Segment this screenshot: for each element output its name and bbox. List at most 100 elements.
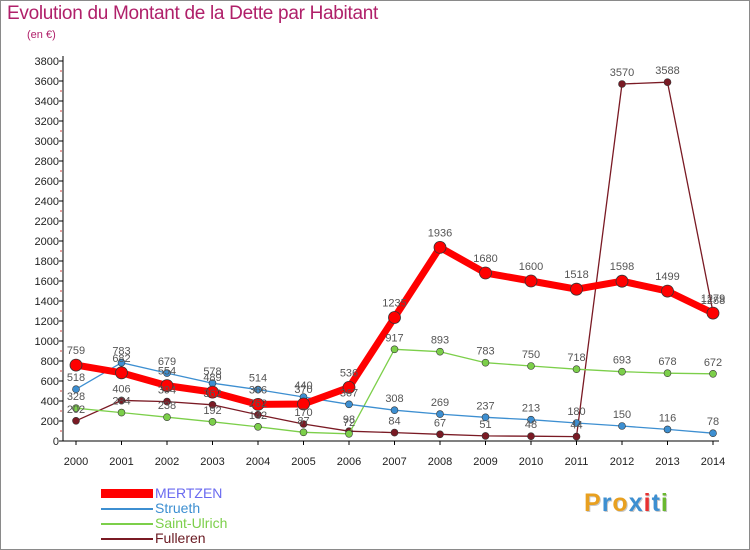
data-label-mertzen: 489 (203, 372, 221, 384)
data-point-strueth (618, 422, 626, 430)
x-tick-label: 2001 (109, 456, 133, 468)
y-tick-label: 400 (41, 396, 59, 408)
data-point-strueth (663, 425, 672, 434)
legend-item-strueth: Strueth (101, 501, 301, 516)
data-label-fulleren: 48 (525, 419, 537, 431)
data-point-strueth (572, 419, 581, 427)
data-point-fulleren (117, 396, 126, 405)
data-point-mertzen (433, 240, 447, 254)
legend-item-saint-ulrich: Saint-Ulrich (101, 516, 301, 531)
legend-swatch-fulleren (101, 538, 153, 540)
data-label-fulleren: 362 (203, 388, 221, 400)
x-tick-label: 2002 (155, 456, 179, 468)
logo-letter: i (660, 489, 669, 517)
data-label-mertzen: 759 (67, 345, 85, 357)
data-label-saint-ulrich: 718 (567, 352, 585, 364)
data-label-strueth: 78 (707, 416, 719, 428)
x-tick-label: 2007 (382, 456, 406, 468)
data-label-strueth: 116 (659, 412, 677, 424)
series-saint-ulrich (72, 345, 717, 438)
legend-item-fulleren: Fulleren (101, 531, 301, 546)
x-tick-label: 2012 (610, 456, 634, 468)
x-tick-label: 2005 (291, 456, 315, 468)
logo-letter: r (601, 489, 613, 517)
y-tick-label: 3600 (35, 76, 59, 88)
legend-label-fulleren: Fulleren (155, 530, 206, 546)
data-label-mertzen: 554 (158, 366, 176, 378)
legend-swatch-saint-ulrich (101, 523, 153, 525)
data-point-saint-ulrich (572, 365, 581, 374)
y-tick-label: 3200 (35, 116, 59, 128)
data-label-saint-ulrich: 328 (67, 391, 85, 403)
data-point-mertzen (69, 358, 83, 372)
y-tick-label: 200 (41, 416, 59, 428)
data-label-strueth: 514 (249, 373, 267, 385)
data-point-mertzen (160, 379, 174, 393)
data-label-mertzen: 682 (112, 353, 130, 365)
data-point-fulleren (663, 78, 672, 86)
y-tick-label: 1000 (35, 336, 59, 348)
data-point-strueth (72, 385, 80, 394)
data-point-saint-ulrich (299, 428, 308, 437)
data-label-mertzen: 1936 (428, 227, 452, 239)
data-point-fulleren (163, 397, 171, 406)
data-label-fulleren: 406 (112, 383, 130, 395)
data-label-saint-ulrich: 917 (385, 332, 403, 344)
data-point-mertzen (342, 380, 356, 394)
chart-subtitle: (en €) (27, 29, 56, 41)
legend-label-saint-ulrich: Saint-Ulrich (155, 515, 228, 531)
legend-label-mertzen: MERTZEN (155, 485, 223, 501)
x-tick-label: 2003 (200, 456, 224, 468)
data-point-mertzen (479, 266, 492, 280)
data-label-strueth: 367 (340, 387, 358, 399)
y-tick-label: 1600 (35, 276, 59, 288)
data-label-saint-ulrich: 238 (158, 400, 176, 412)
data-point-strueth (254, 385, 262, 394)
x-tick-label: 2000 (64, 456, 88, 468)
data-point-saint-ulrich (390, 345, 399, 354)
y-tick-label: 3800 (35, 56, 59, 68)
data-point-saint-ulrich (618, 367, 626, 376)
chart-title: Evolution du Montant de la Dette par Hab… (7, 3, 378, 24)
data-point-mertzen (661, 284, 674, 298)
data-label-strueth: 518 (67, 372, 85, 384)
logo-letter: x (628, 489, 644, 517)
data-point-fulleren (481, 432, 490, 440)
x-tick-label: 2010 (519, 456, 543, 468)
y-tick-label: 1800 (35, 256, 59, 268)
data-point-saint-ulrich (254, 422, 262, 431)
y-tick-label: 2000 (35, 236, 59, 248)
data-point-saint-ulrich (663, 369, 672, 378)
data-label-strueth: 213 (522, 403, 540, 415)
series-fulleren (72, 78, 717, 441)
y-tick-label: 0 (53, 436, 59, 448)
chart-series (69, 78, 720, 441)
data-point-fulleren (390, 428, 399, 437)
data-point-fulleren (208, 400, 217, 409)
y-tick-label: 2200 (35, 216, 59, 228)
data-label-mertzen: 1600 (519, 261, 543, 273)
logo-letter: P (584, 489, 602, 517)
data-point-strueth (709, 429, 717, 438)
y-tick-label: 800 (41, 356, 59, 368)
data-label-fulleren: 394 (158, 385, 176, 397)
y-tick-label: 600 (41, 376, 59, 388)
data-point-fulleren (72, 416, 80, 425)
data-label-mertzen: 1499 (655, 271, 679, 283)
legend-label-strueth: Strueth (155, 500, 201, 516)
data-point-mertzen (206, 385, 219, 399)
data-point-saint-ulrich (709, 369, 717, 378)
data-point-strueth (163, 369, 171, 377)
legend-item-mertzen: MERTZEN (101, 486, 301, 501)
data-point-fulleren (572, 432, 581, 441)
y-tick-label: 2600 (35, 176, 59, 188)
data-label-strueth: 150 (613, 409, 631, 421)
data-label-strueth: 308 (385, 393, 403, 405)
legend-swatch-mertzen (101, 489, 153, 498)
data-label-saint-ulrich: 893 (431, 335, 449, 347)
data-label-fulleren: 98 (343, 414, 355, 426)
x-tick-label: 2004 (246, 456, 270, 468)
data-point-mertzen (570, 282, 583, 296)
